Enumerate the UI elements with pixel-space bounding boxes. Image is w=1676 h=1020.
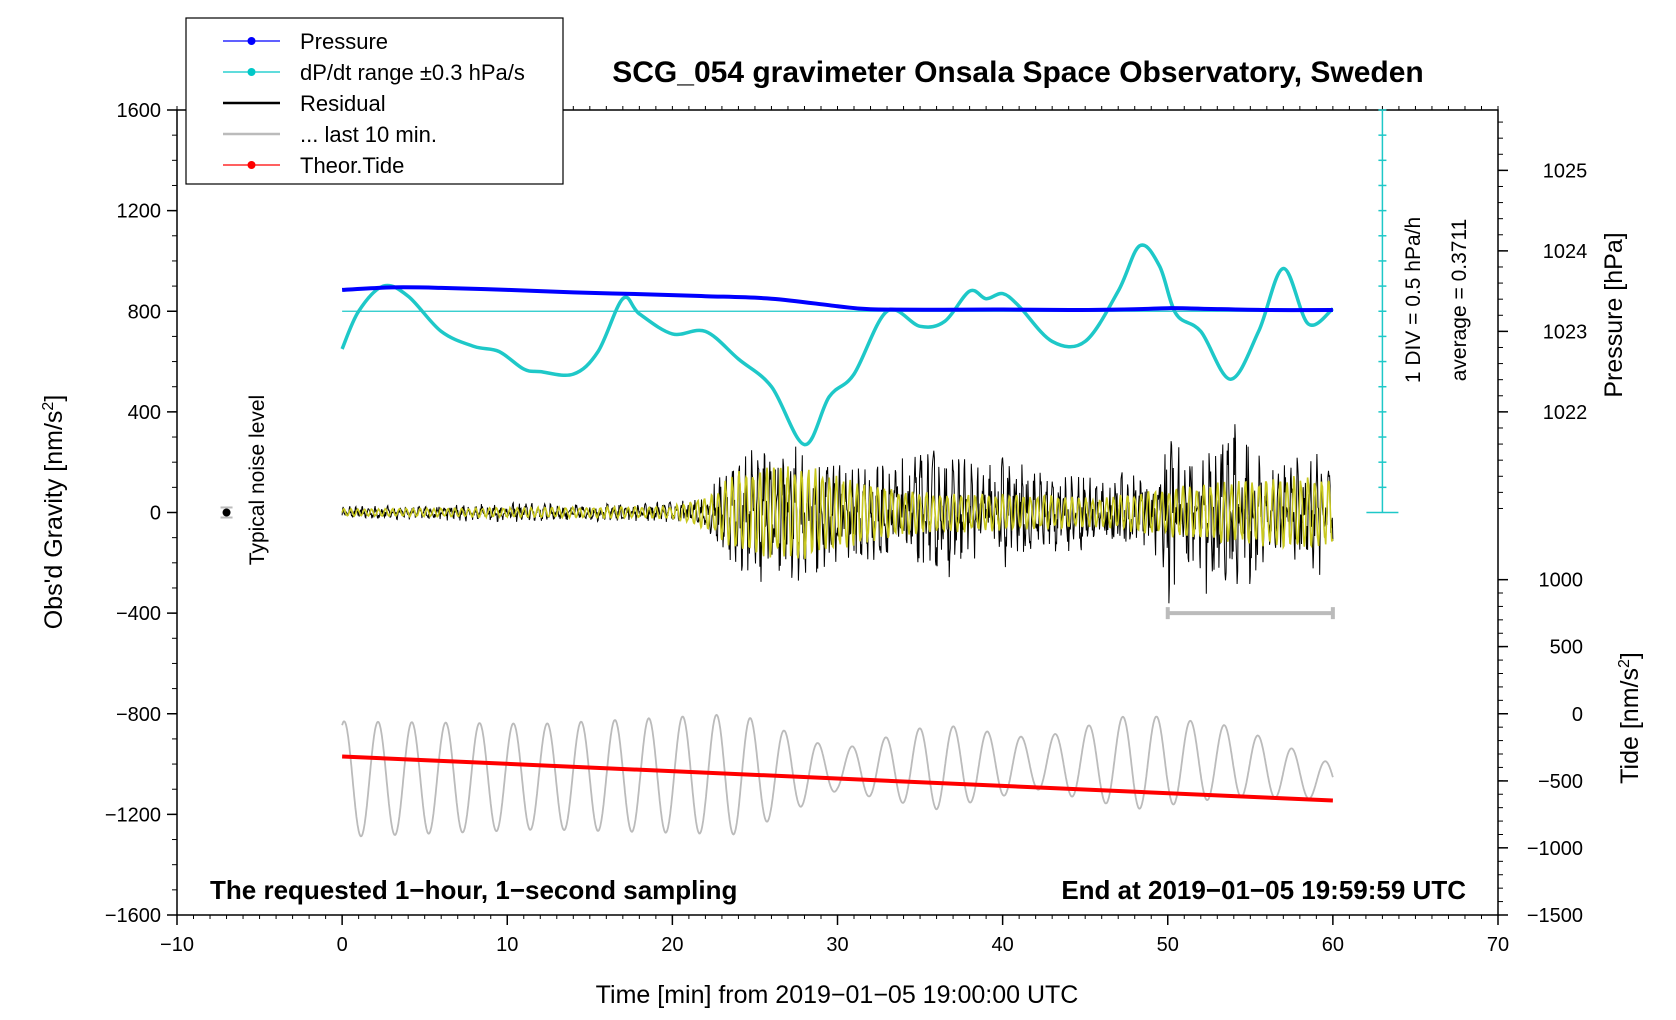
y-tick-label: 0: [150, 503, 161, 525]
legend-marker: [247, 68, 256, 76]
y-tick-label: 800: [128, 301, 161, 323]
residual-line: [341, 424, 1334, 604]
legend-label: dP/dt range ±0.3 hPa/s: [300, 60, 525, 85]
y-tick-label: −1200: [105, 804, 161, 826]
y-tick-label: 400: [128, 402, 161, 424]
pressure-tick-label: 1024: [1543, 241, 1588, 263]
noise-level-marker: [220, 506, 233, 519]
y-tick-label: 1200: [117, 201, 162, 223]
pressure-axis-title: Pressure [hPa]: [1600, 232, 1628, 397]
legend-label: Theor.Tide: [300, 153, 404, 178]
legend-label: Pressure: [300, 29, 388, 54]
x-tick-label: 0: [337, 934, 348, 956]
x-tick-label: −10: [160, 934, 194, 956]
noise-level-point: [222, 508, 231, 517]
tide-axis: −1500 −1000 −500 0 500 1000: [1498, 570, 1583, 927]
tide-axis-title: Tide [nm/s2]: [1616, 652, 1644, 784]
y-tick-label: −400: [116, 603, 161, 625]
x-tick-label: 10: [496, 934, 518, 956]
x-tick-label: 40: [992, 934, 1014, 956]
x-tick-label: 60: [1322, 934, 1344, 956]
pressure-axis: 1022 1023 1024 1025: [1498, 160, 1587, 424]
dpdt-average-label: average = 0.3711: [1448, 219, 1471, 382]
dpdt-scale-bar: [1366, 109, 1399, 514]
x-axis-title: Time [min] from 2019−01−05 19:00:00 UTC: [596, 981, 1079, 1009]
dpdt-line: [340, 243, 1335, 447]
y-tick-label: −800: [116, 704, 161, 726]
pressure-line: [341, 285, 1333, 313]
tide-observed-line: [341, 713, 1334, 838]
x-tick-label: 50: [1157, 934, 1179, 956]
legend-label: ... last 10 min.: [300, 122, 437, 147]
pressure-tick-label: 1022: [1543, 402, 1588, 424]
x-axis: −10 0 10 20 30 40 50 60 70: [160, 915, 1509, 956]
annotation-sampling: The requested 1−hour, 1−second sampling: [210, 875, 737, 905]
tide-tick-label: 0: [1572, 704, 1583, 726]
noise-level-label: Typical noise level: [246, 395, 269, 565]
legend-marker: [247, 37, 256, 45]
legend-box: [185, 17, 564, 185]
series-layer: [340, 243, 1335, 838]
tide-tick-label: 500: [1550, 637, 1583, 659]
legend: Pressure dP/dt range ±0.3 hPa/s Residual..…: [185, 17, 564, 185]
pressure-tick-label: 1025: [1543, 160, 1588, 182]
legend-marker: [247, 161, 256, 169]
chart-title: SCG_054 gravimeter Onsala Space Observat…: [612, 56, 1424, 89]
y-tick-label: 1600: [117, 100, 162, 122]
pressure-tick-label: 1023: [1543, 321, 1588, 343]
dpdt-div-label: 1 DIV = 0.5 hPa/h: [1402, 217, 1425, 383]
tide-tick-label: −1000: [1527, 838, 1583, 860]
tide-tick-label: 1000: [1539, 570, 1584, 592]
legend-label: Residual: [300, 91, 386, 116]
x-tick-label: 70: [1487, 934, 1509, 956]
tide-tick-label: −1500: [1527, 905, 1583, 927]
y-axis: −1600 −1200 −800 −400 0 400 800 1200 1600: [105, 100, 177, 927]
annotation-end-time: End at 2019−01−05 19:59:59 UTC: [1061, 875, 1466, 905]
y-tick-label: −1600: [105, 905, 161, 927]
x-tick-label: 30: [826, 934, 848, 956]
theor-tide-line: [342, 754, 1333, 803]
y-axis-title: Obs'd Gravity [nm/s2]: [40, 395, 68, 630]
residual-filtered-line: [341, 466, 1334, 559]
tide-tick-label: −500: [1538, 771, 1583, 793]
x-tick-label: 20: [661, 934, 683, 956]
